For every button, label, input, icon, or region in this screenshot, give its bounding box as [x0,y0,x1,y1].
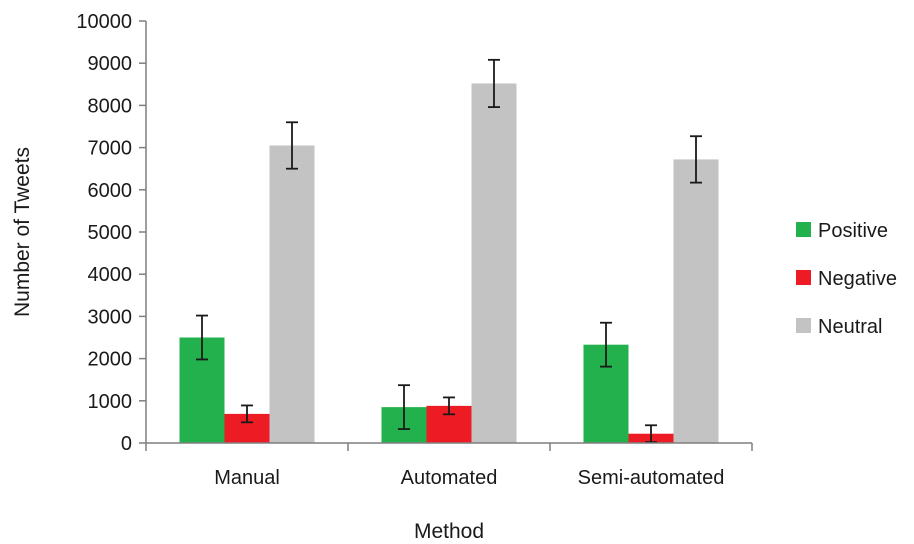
legend-label: Negative [818,268,897,290]
bar-neutral-automated [471,83,517,444]
error-bar [241,404,253,424]
bar-neutral-manual [269,145,315,444]
error-bar [286,121,298,170]
error-bar [443,396,455,416]
x-tick-label: Semi-automated [578,467,725,489]
x-tick-label: Automated [401,467,498,489]
y-axis-ticks: 0 1000 2000 3000 4000 5000 6000 7000 8000 9000 100… [76,11,146,455]
error-bars [196,58,702,444]
error-bar [488,58,500,108]
x-axis-ticks: Manual Automated Semi-automated [145,443,753,489]
y-tick-label: 10000 [76,11,132,33]
y-tick-label: 1000 [88,391,133,413]
x-tick-label: Manual [214,467,280,489]
y-tick-label: 4000 [88,264,133,286]
error-bar [690,135,702,184]
y-tick-label: 6000 [88,180,133,202]
error-bar [196,314,208,361]
legend-label: Neutral [818,316,882,338]
x-axis-title: Method [414,520,484,543]
legend-label: Positive [818,220,888,242]
y-tick-label: 0 [121,433,132,455]
y-tick-label: 9000 [88,53,133,75]
y-tick-label: 2000 [88,349,133,371]
y-axis-title: Number of Tweets [11,147,34,317]
bar-neutral-semi-automated [673,159,719,443]
error-bar [645,424,657,444]
legend: Positive Negative Neutral [796,220,897,338]
legend-item-neutral: Neutral [796,316,882,338]
bars [179,83,719,444]
legend-swatch [796,222,811,237]
legend-swatch [796,318,811,333]
error-bar [398,384,410,430]
legend-item-negative: Negative [796,268,897,290]
y-tick-label: 5000 [88,222,133,244]
y-tick-label: 7000 [88,138,133,160]
legend-item-positive: Positive [796,220,888,242]
y-tick-label: 8000 [88,95,133,117]
y-tick-label: 3000 [88,306,133,328]
legend-swatch [796,270,811,285]
error-bar [600,321,612,368]
